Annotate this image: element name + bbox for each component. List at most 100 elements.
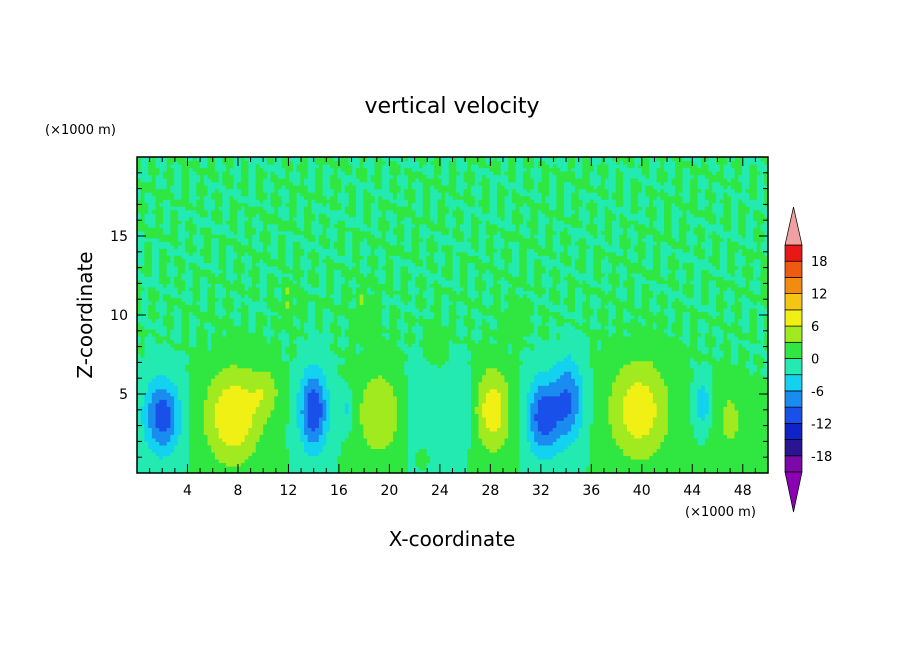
heatmap-cell bbox=[151, 332, 157, 337]
heatmap-cell bbox=[307, 290, 313, 295]
heatmap-cell bbox=[259, 251, 264, 256]
heatmap-cell bbox=[203, 469, 209, 473]
heatmap-cell bbox=[278, 290, 283, 295]
heatmap-cell bbox=[222, 332, 227, 337]
heatmap-cell bbox=[263, 241, 268, 246]
heatmap-cell bbox=[244, 241, 249, 246]
heatmap-cell bbox=[333, 258, 339, 263]
heatmap-cell bbox=[166, 357, 171, 362]
heatmap-cell bbox=[270, 430, 275, 435]
heatmap-cell bbox=[315, 230, 320, 235]
heatmap-cell bbox=[151, 297, 157, 302]
heatmap-cell bbox=[263, 192, 268, 197]
heatmap-cell bbox=[177, 230, 183, 235]
heatmap-cell bbox=[166, 167, 171, 172]
heatmap-cell bbox=[259, 371, 264, 376]
heatmap-cell bbox=[270, 402, 275, 407]
heatmap-cell bbox=[155, 185, 160, 190]
heatmap-cell bbox=[188, 339, 194, 344]
heatmap-cell bbox=[311, 315, 316, 320]
heatmap-cell bbox=[140, 423, 146, 428]
heatmap-cell bbox=[318, 255, 324, 260]
heatmap-cell bbox=[226, 346, 231, 351]
heatmap-cell bbox=[292, 329, 298, 334]
heatmap-cell bbox=[326, 209, 331, 214]
heatmap-cell bbox=[248, 392, 253, 397]
heatmap-cell bbox=[137, 258, 142, 263]
heatmap-cell bbox=[281, 427, 287, 432]
heatmap-cell bbox=[177, 374, 183, 379]
heatmap-cell bbox=[207, 437, 212, 442]
heatmap-cell bbox=[188, 164, 194, 169]
heatmap-cell bbox=[174, 465, 179, 471]
heatmap-cell bbox=[296, 336, 301, 341]
heatmap-cell bbox=[222, 241, 227, 246]
heatmap-cell bbox=[181, 381, 186, 386]
heatmap-cell bbox=[285, 437, 290, 442]
heatmap-cell bbox=[144, 318, 149, 323]
heatmap-cell bbox=[311, 185, 316, 190]
heatmap-cell bbox=[214, 325, 220, 330]
heatmap-cell bbox=[304, 244, 309, 249]
heatmap-cell bbox=[289, 465, 294, 471]
heatmap-cell bbox=[170, 160, 175, 165]
heatmap-cell bbox=[248, 444, 253, 450]
heatmap-cell bbox=[289, 339, 294, 344]
heatmap-cell bbox=[244, 199, 249, 204]
heatmap-cell bbox=[248, 329, 253, 334]
heatmap-cell bbox=[211, 307, 216, 313]
heatmap-cell bbox=[259, 311, 264, 316]
heatmap-cell bbox=[337, 244, 342, 249]
heatmap-cell bbox=[307, 406, 313, 411]
heatmap-cell bbox=[270, 206, 275, 211]
heatmap-cell bbox=[192, 192, 197, 197]
heatmap-cell bbox=[337, 248, 342, 253]
heatmap-cell bbox=[207, 297, 212, 302]
heatmap-cell bbox=[318, 343, 324, 348]
heatmap-cell bbox=[222, 455, 227, 460]
heatmap-cell bbox=[326, 462, 331, 467]
heatmap-cell bbox=[185, 357, 190, 362]
heatmap-cell bbox=[192, 227, 197, 232]
heatmap-cell bbox=[244, 272, 249, 277]
heatmap-cell bbox=[322, 188, 327, 193]
heatmap-cell bbox=[203, 357, 209, 362]
heatmap-cell bbox=[181, 371, 186, 376]
heatmap-cell bbox=[211, 237, 216, 242]
heatmap-cell bbox=[229, 406, 235, 411]
heatmap-cell bbox=[326, 469, 331, 473]
heatmap-cell bbox=[330, 413, 335, 418]
heatmap-cell bbox=[166, 230, 171, 235]
heatmap-cell bbox=[151, 276, 157, 281]
heatmap-cell bbox=[252, 357, 257, 362]
heatmap-cell bbox=[237, 402, 242, 407]
heatmap-cell bbox=[200, 171, 205, 176]
heatmap-cell bbox=[322, 371, 327, 376]
heatmap-cell bbox=[311, 451, 316, 457]
heatmap-cell bbox=[185, 458, 190, 464]
heatmap-cell bbox=[266, 276, 272, 281]
heatmap-cell bbox=[196, 367, 201, 372]
heatmap-cell bbox=[263, 195, 268, 200]
heatmap-cell bbox=[207, 451, 212, 457]
heatmap-cell bbox=[333, 311, 339, 316]
heatmap-cell bbox=[200, 272, 205, 277]
heatmap-cell bbox=[144, 279, 149, 284]
heatmap-cell bbox=[252, 336, 257, 341]
heatmap-cell bbox=[292, 297, 298, 302]
heatmap-cell bbox=[248, 185, 253, 190]
heatmap-cell bbox=[137, 290, 142, 295]
heatmap-cell bbox=[252, 227, 257, 232]
heatmap-cell bbox=[285, 279, 290, 284]
heatmap-cell bbox=[222, 357, 227, 362]
heatmap-cell bbox=[266, 441, 272, 446]
heatmap-cell bbox=[159, 206, 164, 211]
heatmap-cell bbox=[185, 430, 190, 435]
heatmap-cell bbox=[155, 300, 160, 306]
heatmap-cell bbox=[300, 255, 305, 260]
heatmap-cell bbox=[200, 343, 205, 348]
heatmap-cell bbox=[137, 451, 142, 457]
heatmap-cell bbox=[255, 423, 261, 428]
heatmap-cell bbox=[162, 251, 168, 256]
heatmap-cell bbox=[244, 455, 249, 460]
